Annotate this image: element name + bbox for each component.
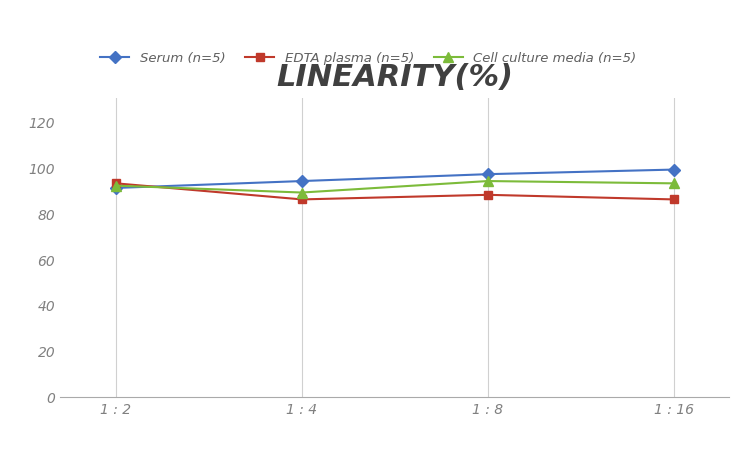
Title: LINEARITY(%): LINEARITY(%) — [276, 62, 514, 92]
Cell culture media (n=5) — [111, 184, 120, 189]
Line: Cell culture media (n=5): Cell culture media (n=5) — [111, 177, 678, 198]
Cell culture media (n=5) — [297, 190, 306, 196]
Legend: Serum (n=5), EDTA plasma (n=5), Cell culture media (n=5): Serum (n=5), EDTA plasma (n=5), Cell cul… — [100, 52, 636, 65]
Line: Serum (n=5): Serum (n=5) — [112, 166, 678, 193]
Cell culture media (n=5) — [484, 179, 493, 184]
Cell culture media (n=5) — [669, 181, 678, 187]
Serum (n=5) — [484, 172, 493, 178]
Line: EDTA plasma (n=5): EDTA plasma (n=5) — [112, 180, 678, 204]
Serum (n=5) — [669, 167, 678, 173]
EDTA plasma (n=5) — [669, 197, 678, 202]
Serum (n=5) — [111, 186, 120, 191]
EDTA plasma (n=5) — [111, 181, 120, 187]
EDTA plasma (n=5) — [484, 193, 493, 198]
EDTA plasma (n=5) — [297, 197, 306, 202]
Serum (n=5) — [297, 179, 306, 184]
